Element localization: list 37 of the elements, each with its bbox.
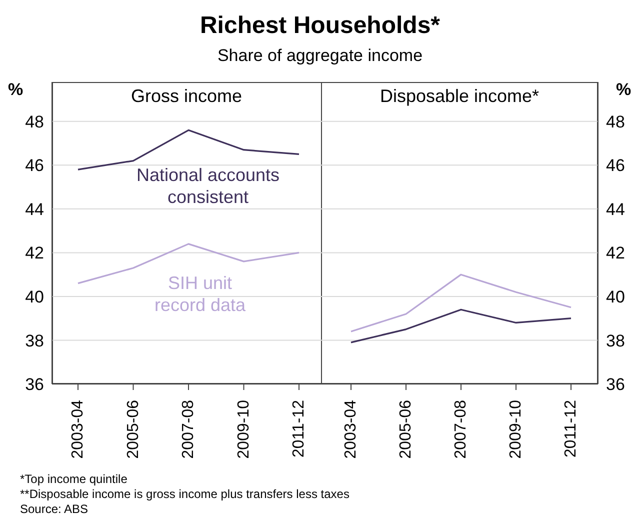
y-tick-label: 40: [25, 288, 44, 306]
x-tick-label: 2009-10: [235, 400, 252, 459]
x-tick-label: 2011-12: [562, 400, 580, 458]
y-tick-label: 46: [25, 156, 44, 176]
y-tick-label: 46: [606, 156, 625, 176]
x-tick-label: 2003-04: [342, 400, 360, 459]
y-tick-label: 48: [25, 112, 44, 132]
series-label: National accounts consistent: [135, 164, 281, 208]
series-label: SIH unit record data: [153, 272, 247, 316]
y-tick-label: 38: [606, 331, 625, 350]
y-tick-label: 44: [25, 200, 44, 219]
x-tick-label: 2009-10: [508, 400, 524, 459]
source-note: Source: ABS: [20, 502, 90, 517]
chart-title: Disposable income*: [378, 86, 540, 107]
line-series: [350, 308, 572, 344]
text: **Disposable income is gross income plus transfers less taxes: [20, 487, 350, 502]
y-tick-label: 42: [606, 244, 625, 263]
y-tick-label: 36: [25, 375, 44, 394]
x-tick-label: 2007-08: [180, 400, 197, 459]
line-series: [350, 274, 572, 332]
x-tick-label: 2005-06: [398, 400, 414, 459]
x-tick-label: 2003-04: [70, 400, 86, 459]
y-tick-label: 48: [606, 112, 625, 132]
y-axis-title: %: [616, 80, 632, 100]
x-tick-label: 2005-06: [124, 400, 142, 459]
y-tick-label: 42: [25, 244, 44, 263]
chart-subtitle: Share of aggregate income: [216, 46, 424, 66]
x-tick-label: 2007-08: [452, 400, 470, 459]
y-tick-label: 38: [25, 331, 44, 350]
text: *Top income quintile: [20, 472, 128, 487]
chart-title: Richest Households*: [198, 12, 442, 40]
y-tick-label: 40: [606, 288, 625, 306]
y-tick-label: 44: [606, 200, 625, 219]
x-tick-label: 2011-12: [290, 400, 308, 458]
annotation: Gross income: [130, 86, 244, 107]
y-axis-title: %: [8, 80, 24, 100]
y-tick-label: 36: [606, 375, 625, 394]
